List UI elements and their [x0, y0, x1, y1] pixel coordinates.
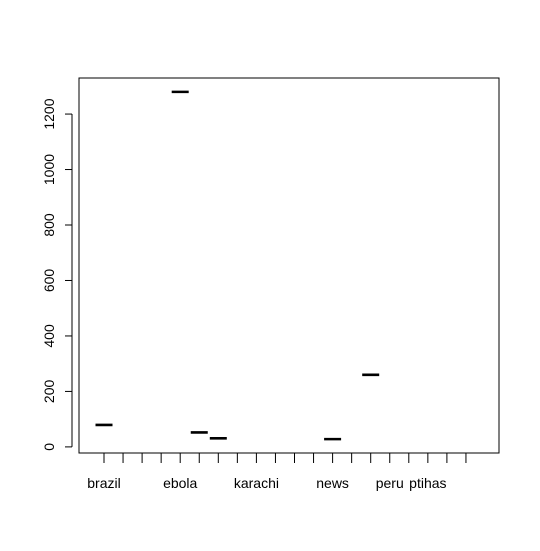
y-tick-label: 0: [41, 443, 57, 451]
y-tick-label: 400: [41, 324, 57, 348]
x-tick-label: peru: [376, 475, 404, 491]
y-tick-label: 800: [41, 213, 57, 237]
x-tick-label: ebola: [163, 475, 197, 491]
x-tick-label: news: [316, 475, 349, 491]
y-tick-label: 200: [41, 380, 57, 404]
x-tick-label: karachi: [234, 475, 279, 491]
x-axis: brazil ebola karachi news peru ptihas: [87, 452, 467, 491]
y-tick-label: 600: [41, 269, 57, 293]
x-tick-label: ptihas: [409, 475, 446, 491]
y-tick-label: 1200: [41, 98, 57, 129]
x-tick-label: brazil: [87, 475, 120, 491]
y-axis: 0 200 400 600 800 1000 1200: [41, 98, 73, 451]
y-tick-label: 1000: [41, 154, 57, 185]
plot-frame: [78, 77, 500, 454]
box-series: [95, 90, 380, 441]
